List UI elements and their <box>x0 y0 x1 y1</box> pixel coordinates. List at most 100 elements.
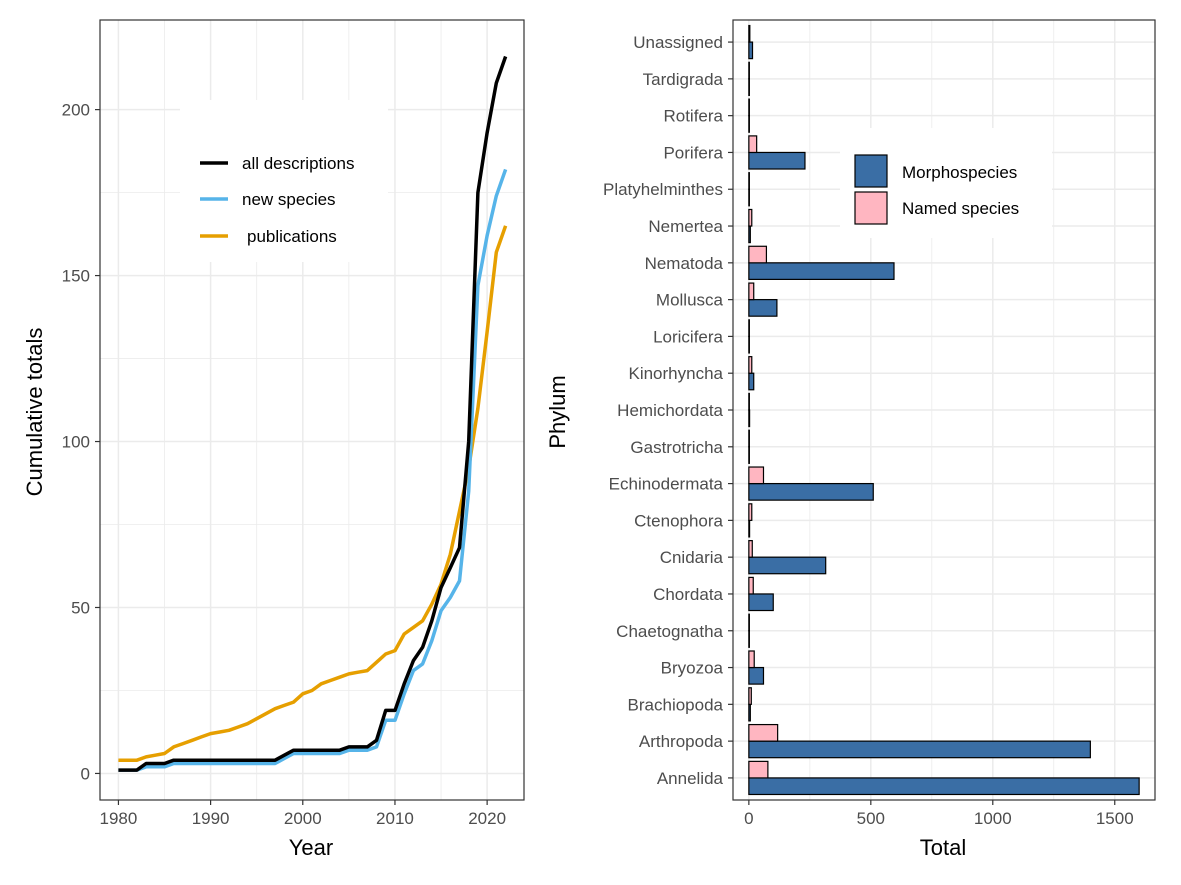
legend-label-new-species: new species <box>242 190 336 209</box>
y-tick-label: 0 <box>81 764 90 783</box>
category-label-nemertea: Nemertea <box>648 217 723 236</box>
bar-named-species-loricifera <box>748 319 750 338</box>
line-chart-x-axis-title: Year <box>289 835 333 860</box>
category-label-kinorhyncha: Kinorhyncha <box>628 364 723 383</box>
bar-named-species-mollusca <box>748 282 755 301</box>
category-label-unassigned: Unassigned <box>633 33 723 52</box>
bar-morphospecies-loricifera <box>748 335 750 354</box>
y-tick-label: 200 <box>62 101 90 120</box>
bar-named-species-annelida <box>748 760 769 779</box>
bar-morphospecies-rotifera <box>748 115 750 133</box>
category-label-platyhelminthes: Platyhelminthes <box>603 180 723 199</box>
x-tick-label: 0 <box>744 809 753 828</box>
y-tick-label: 150 <box>62 267 90 286</box>
bar-named-species-cnidaria <box>748 540 753 558</box>
legend-item-all-descriptions: all descriptions <box>200 154 354 173</box>
legend-key-named-species <box>854 191 888 225</box>
bar-named-species-porifera <box>748 135 758 154</box>
x-tick-label: 500 <box>857 809 885 828</box>
category-label-arthropoda: Arthropoda <box>639 732 724 751</box>
bar-morphospecies-brachiopoda <box>748 703 751 722</box>
bar-morphospecies-gastrotricha <box>748 446 750 464</box>
bar-morphospecies-mollusca <box>748 299 778 317</box>
bar-named-species-gastrotricha <box>748 429 750 448</box>
bar-named-species-rotifera <box>748 98 750 117</box>
x-tick-label: 1000 <box>974 809 1012 828</box>
line-chart-x-ticks: 1980 1990 2000 2010 2020 <box>100 800 506 828</box>
category-label-nematoda: Nematoda <box>645 254 724 273</box>
bar-morphospecies-platyhelminthes <box>748 188 750 207</box>
bar-named-species-unassigned <box>748 24 751 43</box>
line-chart-panel-border <box>99 19 525 801</box>
bar-named-species-hemichordata <box>748 392 750 411</box>
bar-morphospecies-ctenophora <box>748 519 751 538</box>
category-label-hemichordata: Hemichordata <box>617 401 723 420</box>
bar-morphospecies-kinorhyncha <box>748 372 755 391</box>
bar-morphospecies-arthropoda <box>748 740 1091 759</box>
legend-item-morphospecies: Morphospecies <box>854 154 1017 188</box>
bar-named-species-nematoda <box>748 245 768 264</box>
bar-chart: Annelida Arthropoda Brachiopoda Bryozoa Chae… <box>545 19 1156 860</box>
bar-chart-x-axis-title: Total <box>920 835 966 860</box>
line-chart: 0 50 100 150 200 1980 1990 2000 2010 2020 Year C… <box>22 19 525 860</box>
legend-item-new-species: new species <box>200 190 336 209</box>
y-tick-label: 100 <box>62 433 90 452</box>
line-chart-y-axis-title: Cumulative totals <box>22 328 47 497</box>
x-tick-label: 2010 <box>376 809 414 828</box>
bar-morphospecies-porifera <box>748 151 806 170</box>
bar-chart-x-ticks: 0 500 1000 1500 <box>744 800 1134 828</box>
category-label-echinodermata: Echinodermata <box>609 475 724 494</box>
bar-chart-bars <box>748 24 1140 796</box>
bar-chart-y-axis-title: Phylum <box>545 375 570 448</box>
bar-named-species-kinorhyncha <box>748 356 753 374</box>
category-label-porifera: Porifera <box>663 143 723 162</box>
legend-label-named-species: Named species <box>902 199 1019 218</box>
series-line-all-descriptions <box>118 55 508 772</box>
bar-chart-category-ticks: Annelida Arthropoda Brachiopoda Bryozoa Chae… <box>603 33 733 788</box>
category-label-ctenophora: Ctenophora <box>634 511 723 530</box>
category-label-loricifera: Loricifera <box>653 327 723 346</box>
line-chart-y-ticks: 0 50 100 150 200 <box>62 101 100 783</box>
category-label-mollusca: Mollusca <box>656 291 724 310</box>
bar-named-species-brachiopoda <box>748 687 752 705</box>
bar-named-species-bryozoa <box>748 650 755 669</box>
bar-morphospecies-nematoda <box>748 262 895 280</box>
category-label-chordata: Chordata <box>653 585 723 604</box>
category-label-cnidaria: Cnidaria <box>660 548 724 567</box>
bar-named-species-tardigrada <box>748 61 750 80</box>
bar-morphospecies-cnidaria <box>748 556 827 575</box>
x-tick-label: 2000 <box>284 809 322 828</box>
bar-chart-legend: Morphospecies Named species <box>840 128 1052 238</box>
legend-item-publications: publications <box>200 227 337 246</box>
legend-item-named-species: Named species <box>854 191 1019 225</box>
bar-morphospecies-unassigned <box>748 41 754 60</box>
category-label-brachiopoda: Brachiopoda <box>628 695 724 714</box>
legend-label-all-descriptions: all descriptions <box>242 154 354 173</box>
category-label-tardigrada: Tardigrada <box>643 70 724 89</box>
bar-morphospecies-hemichordata <box>748 409 751 428</box>
x-tick-label: 1980 <box>100 809 138 828</box>
line-chart-legend: all descriptions new species publication… <box>180 100 388 262</box>
legend-label-morphospecies: Morphospecies <box>902 163 1017 182</box>
category-label-gastrotricha: Gastrotricha <box>630 438 723 457</box>
bar-named-species-platyhelminthes <box>748 172 750 190</box>
category-label-chaetognatha: Chaetognatha <box>616 622 723 641</box>
bar-named-species-echinodermata <box>748 466 765 485</box>
bar-named-species-arthropoda <box>748 723 779 742</box>
legend-label-publications: publications <box>247 227 337 246</box>
bar-morphospecies-echinodermata <box>748 482 874 501</box>
bar-morphospecies-nemertea <box>748 225 751 244</box>
line-chart-series <box>118 55 508 772</box>
y-tick-label: 50 <box>71 598 90 617</box>
bar-morphospecies-tardigrada <box>748 78 750 97</box>
bar-morphospecies-bryozoa <box>748 666 765 685</box>
legend-key-morphospecies <box>854 154 888 188</box>
x-tick-label: 1990 <box>192 809 230 828</box>
bar-morphospecies-chaetognatha <box>748 630 750 648</box>
bar-named-species-nemertea <box>748 208 753 227</box>
bar-named-species-chaetognatha <box>748 613 750 632</box>
category-label-bryozoa: Bryozoa <box>661 659 724 678</box>
series-line-new-species <box>118 168 508 772</box>
category-label-annelida: Annelida <box>657 769 724 788</box>
